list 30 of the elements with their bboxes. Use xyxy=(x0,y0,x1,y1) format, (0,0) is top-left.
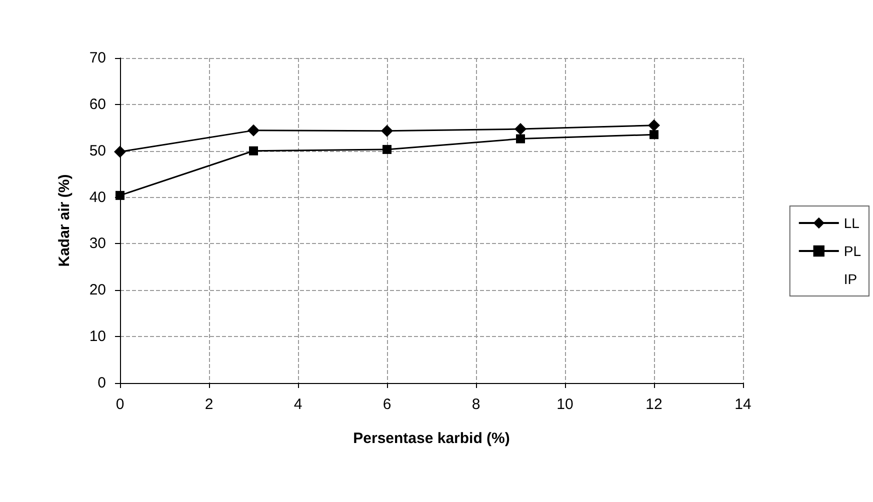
legend-label: PL xyxy=(844,243,862,259)
point xyxy=(381,124,393,137)
y-tick-label: 0 xyxy=(98,374,106,392)
x-tick-label: 2 xyxy=(204,396,214,413)
point xyxy=(514,123,526,136)
text: IP xyxy=(844,271,858,287)
y-tick-label: 40 xyxy=(89,188,106,206)
x-tick-label: 4 xyxy=(294,396,302,413)
y-axis-title: Kadar air (%) xyxy=(56,174,73,267)
legend-label: LL xyxy=(844,215,860,231)
point xyxy=(248,124,260,136)
y-tick-label: 60 xyxy=(89,96,106,113)
x-tick-label: 10 xyxy=(556,396,574,413)
x-tick-label: 12 xyxy=(646,396,662,413)
x-axis-title: Persentase karbid (%) xyxy=(353,430,510,447)
point xyxy=(516,134,525,144)
point xyxy=(648,119,660,132)
y-tick-label: 10 xyxy=(89,328,106,346)
y-tick-label: 70 xyxy=(89,50,106,66)
y-tick-label: 30 xyxy=(89,235,106,252)
y-tick-label: 20 xyxy=(89,282,106,299)
y-tick-label: 50 xyxy=(89,142,106,160)
x-tick-label: 6 xyxy=(382,396,392,413)
point xyxy=(650,130,658,140)
point xyxy=(382,144,392,154)
x-tick-label: 8 xyxy=(472,396,480,413)
x-tick-label: 14 xyxy=(734,396,752,413)
x-tick-label: 0 xyxy=(116,396,124,413)
point xyxy=(249,146,258,156)
point xyxy=(114,146,126,158)
